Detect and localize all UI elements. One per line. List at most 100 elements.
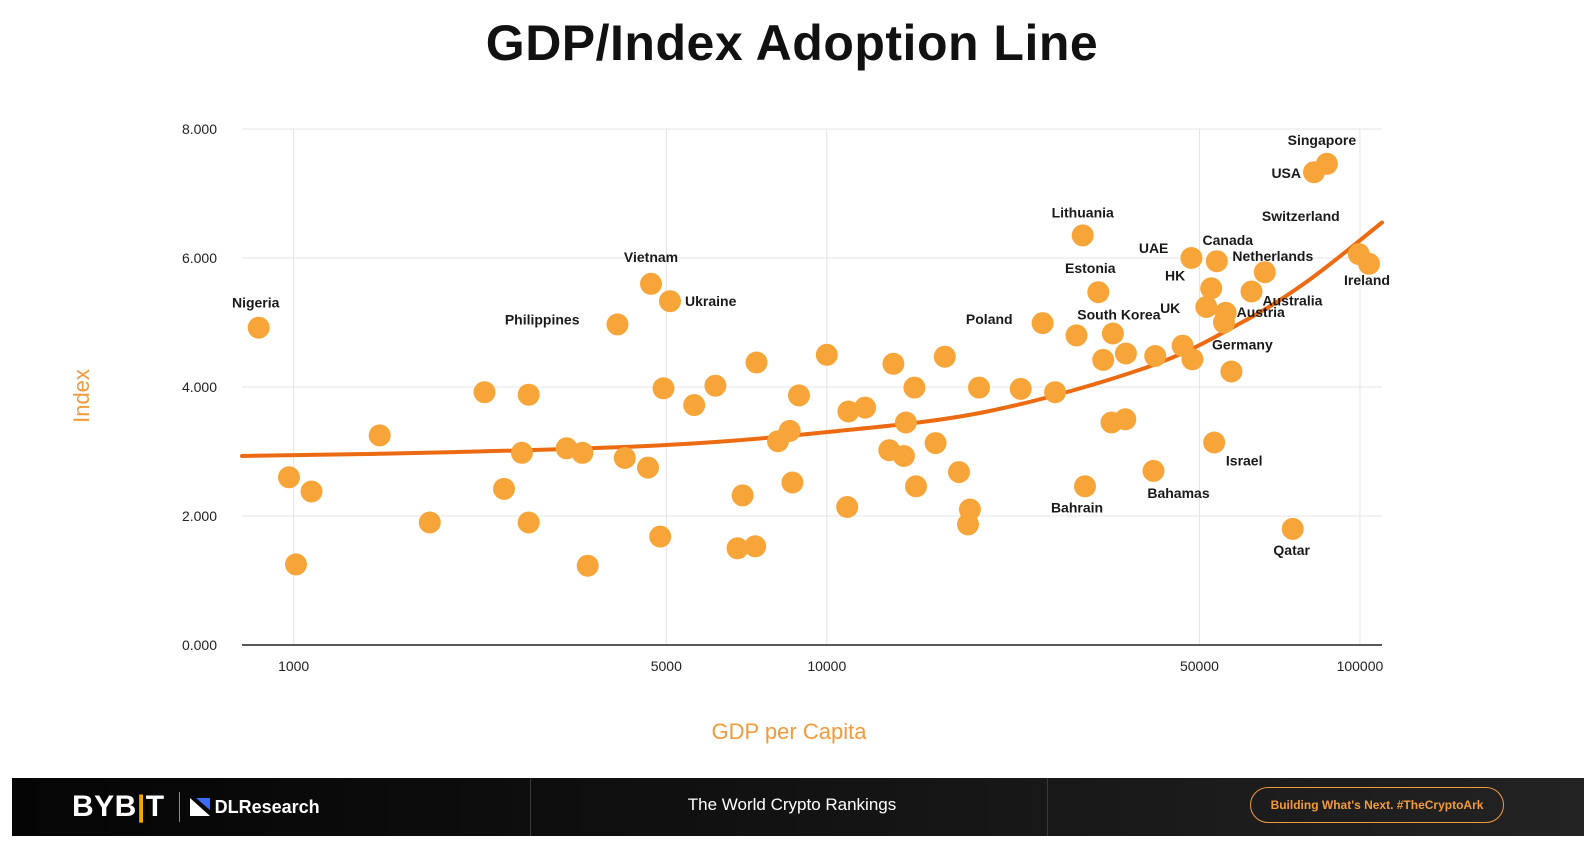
data-point <box>649 525 672 548</box>
data-point <box>731 484 754 507</box>
data-point <box>368 424 391 447</box>
data-point <box>704 374 727 397</box>
country-label: Poland <box>966 311 1013 327</box>
data-point <box>854 396 877 419</box>
data-point <box>815 343 838 366</box>
data-point <box>924 432 947 455</box>
data-point <box>418 511 441 534</box>
data-point <box>836 496 859 518</box>
y-tick-label: 6.000 <box>182 250 217 266</box>
data-point <box>882 352 905 375</box>
data-point <box>837 400 860 423</box>
country-label: Singapore <box>1288 132 1357 148</box>
country-label: UK <box>1160 300 1180 316</box>
data-point <box>640 272 662 295</box>
data-point <box>683 394 706 417</box>
footer-bar: BYB|T DLResearch The World Crypto Rankin… <box>12 778 1584 836</box>
data-point <box>894 411 917 434</box>
data-point <box>613 447 636 469</box>
country-label: USA <box>1271 165 1301 181</box>
data-point <box>571 441 594 464</box>
y-axis-title: Index <box>69 369 94 423</box>
data-point <box>659 290 681 313</box>
data-point <box>968 376 990 399</box>
data-point <box>1205 250 1228 273</box>
data-point <box>1240 280 1263 303</box>
data-point <box>781 471 804 494</box>
data-point <box>1101 322 1124 345</box>
bybit-accent-bar: | <box>136 790 146 823</box>
data-point <box>473 381 496 404</box>
scatter-chart: 0.000 2.000 4.000 6.000 8.000 1000 5000 10000 5… <box>69 121 1390 744</box>
country-label: HK <box>1165 267 1185 283</box>
country-label: Bahamas <box>1147 485 1209 501</box>
data-point <box>744 535 767 558</box>
country-label: Philippines <box>505 311 580 327</box>
data-point <box>1071 224 1094 247</box>
data-point <box>510 441 533 464</box>
country-label: Estonia <box>1065 260 1116 276</box>
data-point <box>1253 261 1276 284</box>
footer-divider <box>1047 778 1048 836</box>
adoption-trend-line <box>240 220 1384 458</box>
data-point <box>1087 281 1110 304</box>
country-label: Lithuania <box>1052 204 1114 220</box>
dlresearch-logo: DLResearch <box>189 796 320 818</box>
data-point <box>778 419 801 442</box>
country-label: Nigeria <box>232 295 280 311</box>
data-point <box>1181 348 1204 371</box>
data-point <box>1358 252 1380 275</box>
data-point <box>517 383 540 406</box>
country-labels: Nigeria Philippines Vietnam Ukraine Poland Li… <box>232 132 1390 558</box>
x-axis-ticks: 1000 5000 10000 50000 100000 <box>278 658 1383 674</box>
data-points <box>247 152 1380 577</box>
data-point <box>745 351 768 374</box>
data-point <box>933 345 956 368</box>
country-label: Ireland <box>1344 272 1390 288</box>
data-point <box>903 376 926 399</box>
data-point <box>1009 377 1032 400</box>
data-point <box>606 313 629 336</box>
data-point <box>905 475 927 498</box>
data-point <box>1220 360 1243 383</box>
data-point <box>1195 296 1218 318</box>
footer-divider <box>530 778 531 836</box>
page-title: GDP/Index Adoption Line <box>485 15 1099 71</box>
country-label: Vietnam <box>624 249 678 265</box>
country-label: Canada <box>1203 232 1254 248</box>
country-label: UAE <box>1139 240 1169 256</box>
country-label: Ukraine <box>685 293 737 309</box>
x-tick-label: 1000 <box>278 658 309 674</box>
data-point <box>1092 348 1115 371</box>
data-point <box>576 554 599 577</box>
country-label: Australia <box>1263 293 1323 309</box>
data-point <box>1144 345 1167 367</box>
footer-center-text: The World Crypto Rankings <box>687 795 897 814</box>
x-tick-label: 10000 <box>807 658 846 674</box>
data-point <box>1074 475 1096 498</box>
y-tick-label: 0.000 <box>182 637 217 653</box>
data-point <box>300 480 323 503</box>
y-tick-label: 8.000 <box>182 121 217 137</box>
dlresearch-label: DLResearch <box>214 796 320 817</box>
country-label: Germany <box>1212 337 1273 353</box>
data-point <box>1031 312 1054 335</box>
dlresearch-icon <box>189 798 210 816</box>
data-point <box>1315 152 1338 175</box>
y-tick-label: 4.000 <box>182 379 217 395</box>
data-point <box>1142 459 1165 482</box>
data-point <box>247 316 270 339</box>
y-tick-label: 2.000 <box>182 508 217 524</box>
data-point <box>948 461 970 484</box>
data-point <box>892 445 915 467</box>
country-label: Israel <box>1226 453 1263 469</box>
data-point <box>1203 431 1226 454</box>
data-point <box>285 553 307 576</box>
country-label: Qatar <box>1273 542 1310 558</box>
data-point <box>493 477 515 500</box>
data-point <box>1044 381 1067 404</box>
country-label: Netherlands <box>1232 248 1313 264</box>
brand-separator <box>178 792 180 822</box>
data-point <box>1065 324 1088 347</box>
data-point <box>1180 247 1203 269</box>
